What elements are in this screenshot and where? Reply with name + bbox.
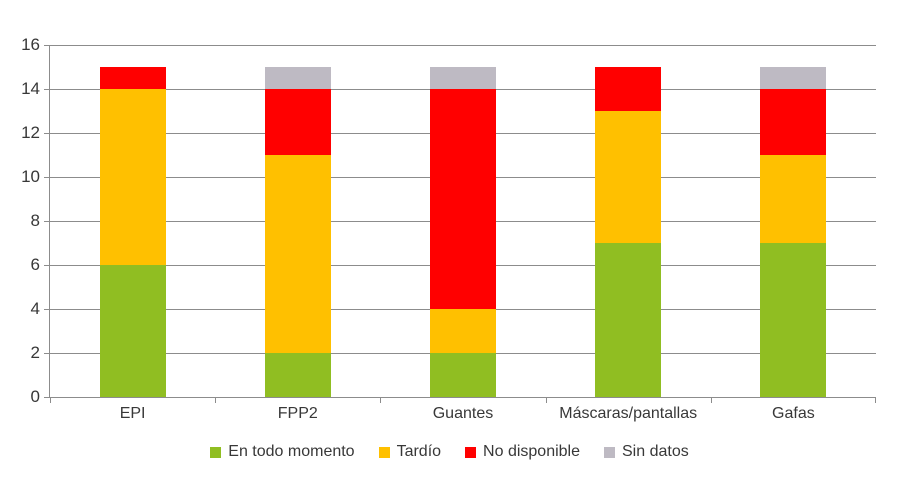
bar-segment	[264, 353, 331, 397]
category-label: Gafas	[772, 405, 815, 422]
y-axis-label: 10	[21, 167, 40, 186]
plot-area: EPI FPP2 Guantes Máscaras/pantallas Gafas	[44, 45, 876, 422]
bar-segment	[760, 89, 827, 155]
bar-segment	[430, 309, 496, 353]
x-axis-tick	[875, 397, 876, 403]
y-axis-tick	[44, 397, 55, 398]
chart-legend: En todo momento Tardío No disponible Sin da…	[0, 443, 899, 461]
legend-item: No disponible	[465, 443, 580, 461]
category-label: FPP2	[277, 405, 318, 422]
x-axis-tick	[710, 397, 712, 403]
bar-segment	[760, 155, 827, 243]
y-axis-tick	[44, 45, 55, 46]
y-axis-label: 0	[30, 387, 40, 406]
bar-segment	[99, 265, 166, 397]
legend-swatch	[378, 446, 390, 458]
x-axis-tick	[50, 397, 51, 403]
legend-label: Tardío	[396, 443, 442, 460]
bar-segment	[264, 67, 331, 89]
y-axis-label: 4	[30, 299, 40, 318]
y-axis-label: 14	[21, 79, 40, 98]
bar-segment	[595, 67, 662, 111]
bar-segment	[595, 243, 662, 397]
y-axis-tick	[44, 265, 55, 266]
bar-segment	[99, 67, 166, 89]
legend-swatch	[210, 446, 222, 458]
y-axis-tick	[44, 177, 55, 178]
legend-item: En todo momento	[210, 443, 355, 461]
bar-segment	[760, 67, 827, 89]
y-axis-label: 2	[30, 343, 40, 362]
legend-label: Sin datos	[622, 443, 689, 460]
bar-segment	[430, 89, 496, 309]
bar-segment	[760, 243, 827, 397]
legend-item: Sin datos	[604, 443, 689, 461]
bar-segment	[430, 353, 496, 397]
bar-segment	[595, 111, 662, 243]
y-axis-tick	[44, 221, 55, 222]
legend-swatch	[604, 446, 615, 458]
category-label: Guantes	[432, 405, 494, 422]
category-label: EPI	[119, 405, 146, 422]
category-label: Máscaras/pantallas	[559, 405, 698, 422]
x-axis-tick	[215, 397, 217, 403]
bar-segment	[264, 89, 331, 155]
y-axis-tick	[44, 353, 55, 354]
y-axis-tick	[44, 133, 55, 134]
x-axis-tick	[545, 397, 547, 403]
y-axis-label: 12	[21, 123, 40, 142]
bar-segment	[264, 155, 331, 353]
legend-item: Tardío	[378, 443, 442, 461]
y-gridline	[50, 45, 876, 46]
bar-segment	[99, 89, 166, 265]
y-axis-label: 8	[30, 211, 40, 230]
y-axis-tick	[44, 309, 55, 310]
legend-swatch	[465, 446, 477, 458]
bar-segment	[430, 67, 496, 89]
legend-label: No disponible	[483, 443, 580, 460]
y-axis-label: 6	[30, 255, 40, 274]
x-axis-tick	[380, 397, 382, 403]
y-axis-label: 16	[21, 35, 40, 54]
y-axis-tick	[44, 89, 55, 90]
legend-label: En todo momento	[228, 443, 355, 460]
